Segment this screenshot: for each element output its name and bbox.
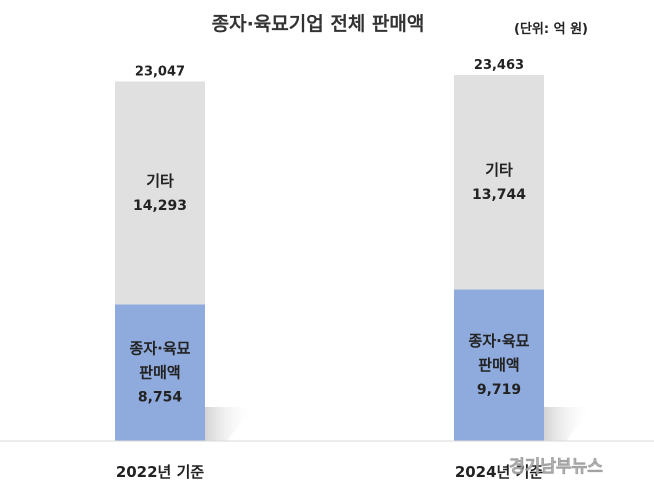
data-label-other-0: 14,293 xyxy=(133,198,187,214)
bar-shadow-0 xyxy=(205,407,253,441)
data-label-seed-sales-0: 8,754 xyxy=(138,390,183,406)
data-label-other-1: 13,744 xyxy=(472,187,526,203)
segment-label-seed-sales-1-0: 종자·육묘 xyxy=(469,332,530,350)
watermark-text: 경기남부뉴스 xyxy=(509,457,603,477)
total-label-0: 23,047 xyxy=(135,64,185,79)
segment-label-other-0-0: 기타 xyxy=(146,172,174,190)
bar-segment-other-1 xyxy=(454,75,544,290)
bar-shadow-1 xyxy=(544,407,592,441)
segment-label-seed-sales-1-1: 판매액 xyxy=(478,356,519,374)
data-label-seed-sales-1: 9,719 xyxy=(477,382,521,398)
x-tick-label-1: 2024년 기준 xyxy=(455,463,544,481)
bar-segment-other-0 xyxy=(115,81,205,305)
bar-segment-seed-sales-0 xyxy=(115,304,205,441)
segment-label-other-1-0: 기타 xyxy=(485,161,513,179)
total-label-1: 23,463 xyxy=(474,58,524,73)
chart-title: 종자·육묘기업 전체 판매액 xyxy=(212,13,425,35)
unit-label: (단위: 억 원) xyxy=(514,21,588,37)
segment-label-seed-sales-0-0: 종자·육묘 xyxy=(130,340,191,358)
bar-segment-seed-sales-1 xyxy=(454,289,544,441)
x-tick-label-0: 2022년 기준 xyxy=(116,463,205,481)
segment-label-seed-sales-0-1: 판매액 xyxy=(139,364,180,382)
